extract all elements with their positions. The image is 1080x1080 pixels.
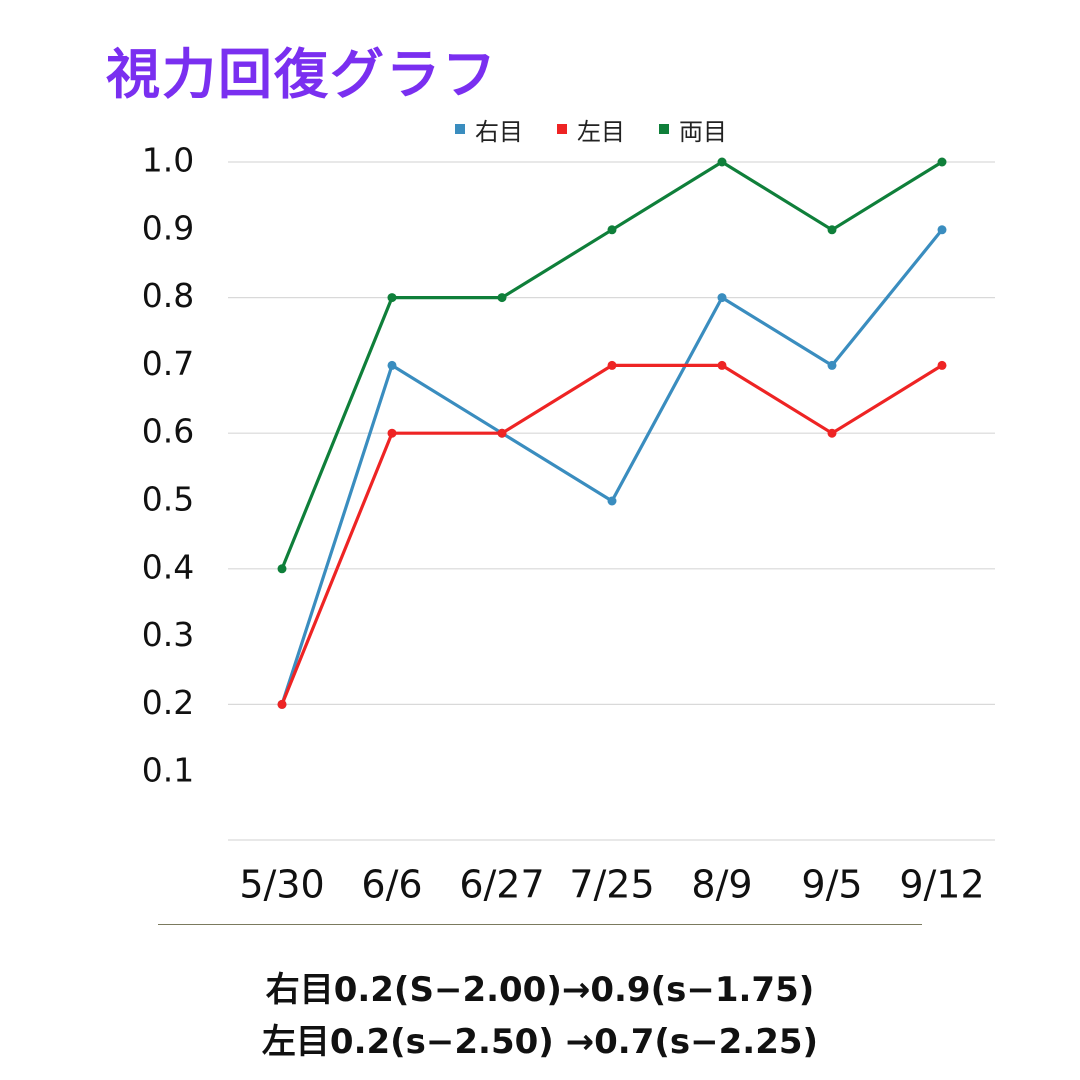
data-point (937, 225, 947, 235)
data-point (717, 293, 727, 303)
x-tick-label: 9/5 (801, 863, 862, 907)
x-tick-label: 9/12 (899, 863, 984, 907)
legend-label: 右目 (475, 117, 523, 146)
data-point (827, 428, 837, 438)
x-tick-label: 8/9 (691, 863, 752, 907)
data-point (277, 699, 287, 709)
legend-label: 左目 (577, 117, 625, 146)
x-tick-label: 7/25 (569, 863, 654, 907)
divider (158, 924, 922, 925)
data-point (387, 428, 397, 438)
legend-label: 両目 (679, 117, 727, 146)
data-point (277, 564, 287, 574)
legend-swatch (455, 124, 465, 134)
data-point (937, 360, 947, 370)
legend-item: 両目 (659, 112, 727, 147)
y-tick-label: 0.9 (142, 208, 194, 247)
x-tick-label: 6/6 (361, 863, 422, 907)
y-tick-label: 0.3 (142, 615, 194, 654)
y-tick-label: 0.8 (142, 276, 194, 315)
legend-swatch (557, 124, 567, 134)
data-point (607, 360, 617, 370)
y-tick-label: 0.7 (142, 344, 194, 383)
legend-swatch (659, 124, 669, 134)
series-line-1 (280, 363, 943, 706)
chart-title: 視力回復グラフ (106, 43, 498, 106)
y-tick-label: 0.1 (142, 751, 194, 790)
data-point (937, 157, 947, 167)
legend-item: 左目 (557, 112, 625, 147)
right-eye-note: 右目0.2(S−2.00)→0.9(s−1.75) (265, 970, 815, 1010)
y-tick-label: 0.2 (142, 683, 194, 722)
data-point (717, 360, 727, 370)
y-tick-label: 0.4 (142, 547, 194, 586)
data-point (607, 225, 617, 235)
data-point (497, 293, 507, 303)
data-point (387, 360, 397, 370)
x-tick-label: 5/30 (239, 863, 324, 907)
x-tick-label: 6/27 (459, 863, 544, 907)
data-point (497, 428, 507, 438)
y-tick-label: 0.6 (142, 412, 194, 451)
y-tick-label: 0.5 (142, 480, 194, 519)
data-point (827, 225, 837, 235)
legend-item: 右目 (455, 112, 523, 147)
data-point (607, 496, 617, 506)
left-eye-note: 左目0.2(s−2.50) →0.7(s−2.25) (261, 1022, 819, 1062)
legend: 右目 左目 両目 (455, 112, 727, 146)
series-line-0 (280, 228, 944, 705)
line-chart: 1.0 0.9 0.8 0.7 0.6 0.5 0.4 0.3 0.2 0.1 5/30 6/6 6/2… (142, 141, 995, 907)
data-point (387, 293, 397, 303)
data-point (827, 360, 837, 370)
data-point (717, 157, 727, 167)
y-tick-label: 1.0 (142, 141, 194, 180)
